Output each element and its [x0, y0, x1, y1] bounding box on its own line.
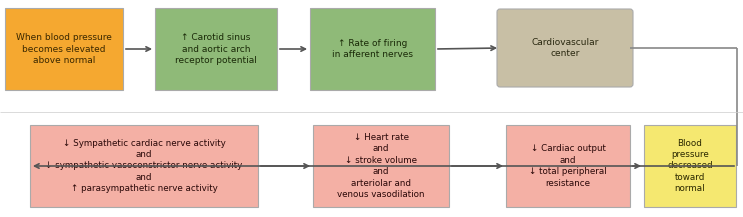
FancyBboxPatch shape: [30, 125, 258, 207]
FancyBboxPatch shape: [506, 125, 630, 207]
FancyBboxPatch shape: [644, 125, 736, 207]
FancyBboxPatch shape: [313, 125, 449, 207]
Text: When blood pressure
becomes elevated
above normal: When blood pressure becomes elevated abo…: [16, 33, 112, 65]
Text: ↓ Sympathetic cardiac nerve activity
and
↓ sympathetic vasoconstrictor nerve act: ↓ Sympathetic cardiac nerve activity and…: [45, 139, 243, 193]
FancyBboxPatch shape: [497, 9, 633, 87]
Text: ↓ Heart rate
and
↓ stroke volume
and
arteriolar and
venous vasodilation: ↓ Heart rate and ↓ stroke volume and art…: [337, 133, 425, 199]
Text: Cardiovascular
center: Cardiovascular center: [531, 38, 599, 58]
Text: ↓ Cardiac output
and
↓ total peripheral
resistance: ↓ Cardiac output and ↓ total peripheral …: [529, 144, 607, 188]
Text: Blood
pressure
decreased
toward
normal: Blood pressure decreased toward normal: [667, 139, 713, 193]
Text: ↑ Carotid sinus
and aortic arch
receptor potential: ↑ Carotid sinus and aortic arch receptor…: [175, 33, 257, 65]
FancyBboxPatch shape: [5, 8, 123, 90]
Text: ↑ Rate of firing
in afferent nerves: ↑ Rate of firing in afferent nerves: [332, 39, 413, 59]
FancyBboxPatch shape: [310, 8, 435, 90]
FancyBboxPatch shape: [155, 8, 277, 90]
